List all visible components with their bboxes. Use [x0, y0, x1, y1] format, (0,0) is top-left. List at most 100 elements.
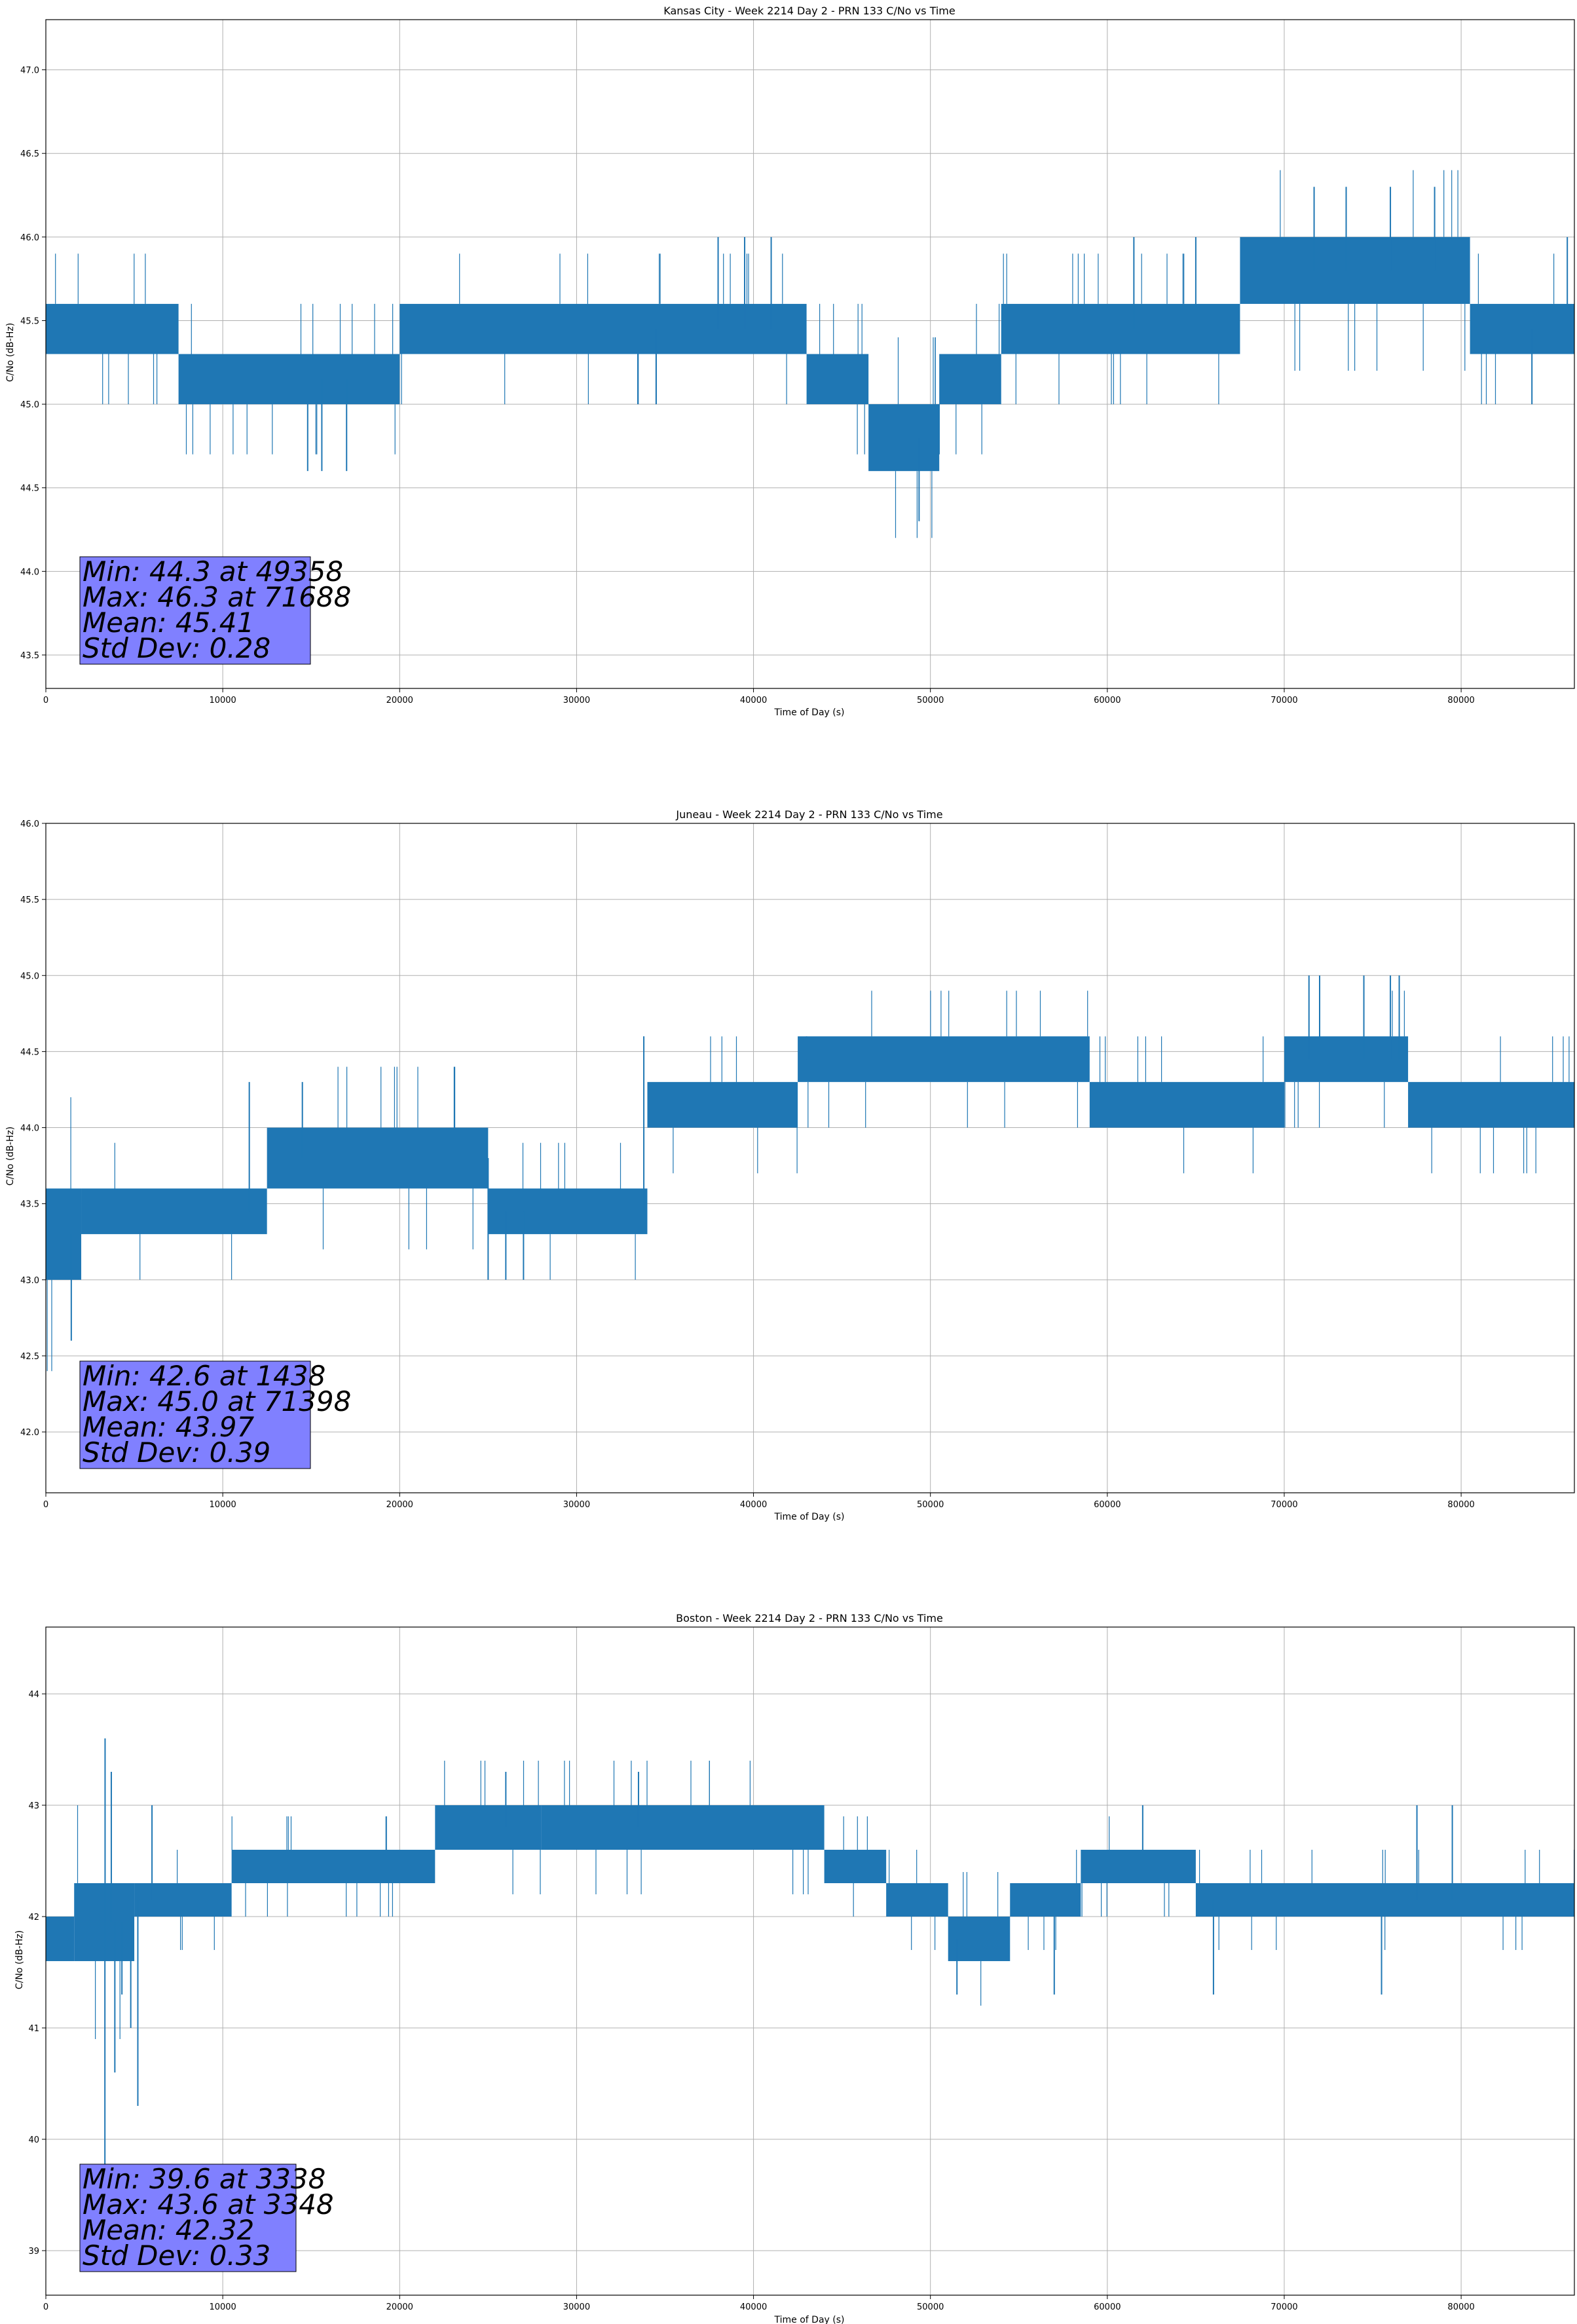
stats-mean: Mean: 42.32: [83, 2214, 254, 2246]
y-axis-label: C/No (dB-Hz): [5, 1127, 16, 1186]
x-tick-label: 70000: [1271, 1500, 1297, 1510]
signal-band: [435, 1805, 542, 1850]
signal-band: [488, 1188, 648, 1235]
signal-band: [948, 1917, 1011, 1961]
stats-max: Max: 43.6 at 3348: [83, 2188, 334, 2221]
y-tick-label: 44.5: [20, 484, 39, 494]
x-tick-label: 30000: [563, 2302, 590, 2312]
y-tick-label: 43.5: [20, 651, 39, 661]
signal-excursions: [1280, 170, 1466, 371]
x-tick-label: 60000: [1094, 696, 1121, 705]
x-tick-label: 80000: [1447, 696, 1474, 705]
chart-title: Juneau - Week 2214 Day 2 - PRN 133 C/No …: [675, 808, 942, 821]
signal-excursions: [1003, 253, 1219, 405]
x-tick-label: 40000: [740, 1500, 767, 1510]
y-axis-ticks: 42.0 42.5 43.0 43.5 44.0 44.5 45.0 45.5 46.0: [20, 819, 46, 1438]
stats-std-dev: Std Dev: 0.33: [83, 2240, 270, 2272]
signal-excursions: [673, 1036, 798, 1174]
x-tick-label: 70000: [1271, 696, 1297, 705]
y-tick-label: 41: [28, 2024, 39, 2034]
signal-excursions: [1477, 253, 1555, 405]
signal-excursions: [322, 1066, 473, 1250]
x-tick-label: 50000: [917, 696, 944, 705]
y-tick-label: 44.0: [20, 567, 39, 577]
signal-excursions: [77, 1805, 121, 2039]
signal-excursions: [938, 303, 1000, 455]
signal-excursions: [46, 1097, 71, 1372]
y-tick-label: 42: [28, 1913, 39, 1922]
signal-band: [1010, 1883, 1081, 1917]
stats-min: Min: 42.6 at 1438: [83, 1360, 325, 1392]
stats-max: Max: 46.3 at 71688: [83, 581, 351, 613]
y-tick-label: 42.0: [20, 1428, 39, 1438]
signal-band: [1470, 303, 1574, 354]
y-tick-label: 43.5: [20, 1200, 39, 1210]
x-tick-label: 10000: [209, 1500, 236, 1510]
x-tick-label: 50000: [917, 1500, 944, 1510]
x-tick-label: 20000: [386, 1500, 413, 1510]
signal-band: [1240, 236, 1470, 304]
signal-band: [1081, 1850, 1196, 1883]
x-tick-label: 40000: [740, 2302, 767, 2312]
stats-max: Max: 45.0 at 71398: [83, 1385, 351, 1417]
x-tick-label: 30000: [563, 1500, 590, 1510]
x-tick-label: 0: [43, 1500, 48, 1510]
x-tick-label: 20000: [386, 2302, 413, 2312]
x-tick-label: 40000: [740, 696, 767, 705]
signal-band: [46, 1188, 82, 1280]
x-axis-ticks: 0 10000 20000 30000 40000 50000 60000 70000 8000…: [43, 2295, 1475, 2312]
stats-min: Min: 44.3 at 49358: [83, 555, 343, 588]
signal-band: [267, 1127, 489, 1189]
x-tick-label: 80000: [1447, 2302, 1474, 2312]
y-tick-label: 46.0: [20, 819, 39, 829]
x-tick-label: 60000: [1094, 1500, 1121, 1510]
signal-excursions: [177, 1850, 215, 1950]
signal-band: [46, 303, 179, 354]
signal-excursions: [1028, 1850, 1077, 1950]
chart-panel-boston: Boston - Week 2214 Day 2 - PRN 133 C/No …: [14, 1612, 1575, 2324]
signal-band: [1001, 303, 1240, 354]
signal-excursions: [55, 253, 158, 405]
signal-excursions: [564, 1761, 809, 1894]
x-axis-label: Time of Day (s): [774, 2315, 845, 2324]
signal-excursions: [522, 1142, 636, 1280]
signal-band: [399, 303, 807, 354]
signal-excursions: [1081, 1816, 1170, 1917]
y-tick-label: 42.5: [20, 1352, 39, 1362]
stats-min: Min: 39.6 at 3338: [83, 2163, 325, 2195]
signal-excursions: [1284, 990, 1405, 1128]
y-tick-label: 43: [28, 1801, 39, 1811]
stats-mean: Mean: 45.41: [83, 607, 254, 639]
y-tick-label: 44.5: [20, 1047, 39, 1057]
y-tick-label: 45.0: [20, 971, 39, 981]
y-tick-label: 43.0: [20, 1276, 39, 1286]
x-tick-label: 0: [43, 696, 48, 705]
y-tick-label: 46.5: [20, 149, 39, 159]
signal-excursions: [114, 1142, 232, 1280]
signal-band: [806, 354, 869, 405]
chart-panel-kansas-city: Kansas City - Week 2214 Day 2 - PRN 133 …: [5, 5, 1575, 718]
signal-excursions: [963, 1872, 999, 2006]
signal-excursions: [889, 1850, 936, 1950]
y-tick-label: 45.5: [20, 316, 39, 326]
y-tick-label: 39: [28, 2247, 39, 2257]
y-axis-label: C/No (dB-Hz): [5, 323, 16, 382]
stats-box: Min: 39.6 at 3338 Max: 43.6 at 3348 Mean…: [79, 2163, 334, 2272]
stats-box-background: [79, 556, 311, 665]
y-tick-label: 45.5: [20, 895, 39, 905]
stats-mean: Mean: 43.97: [83, 1411, 254, 1443]
stats-box: Min: 42.6 at 1438 Max: 45.0 at 71398 Mea…: [79, 1360, 351, 1469]
x-tick-label: 80000: [1447, 1500, 1474, 1510]
signal-band: [231, 1850, 436, 1883]
chart-title: Kansas City - Week 2214 Day 2 - PRN 133 …: [663, 5, 955, 17]
signal-band: [868, 404, 940, 472]
signal-excursions: [444, 1761, 541, 1894]
signal-excursions: [843, 1816, 868, 1917]
axes-frame: [45, 19, 1575, 689]
x-tick-label: 20000: [386, 696, 413, 705]
stats-std-dev: Std Dev: 0.28: [83, 632, 270, 664]
data-series: [46, 975, 1574, 1372]
x-axis-ticks: 0 10000 20000 30000 40000 50000 60000 70000 8000…: [43, 1493, 1475, 1510]
signal-band: [81, 1188, 267, 1235]
